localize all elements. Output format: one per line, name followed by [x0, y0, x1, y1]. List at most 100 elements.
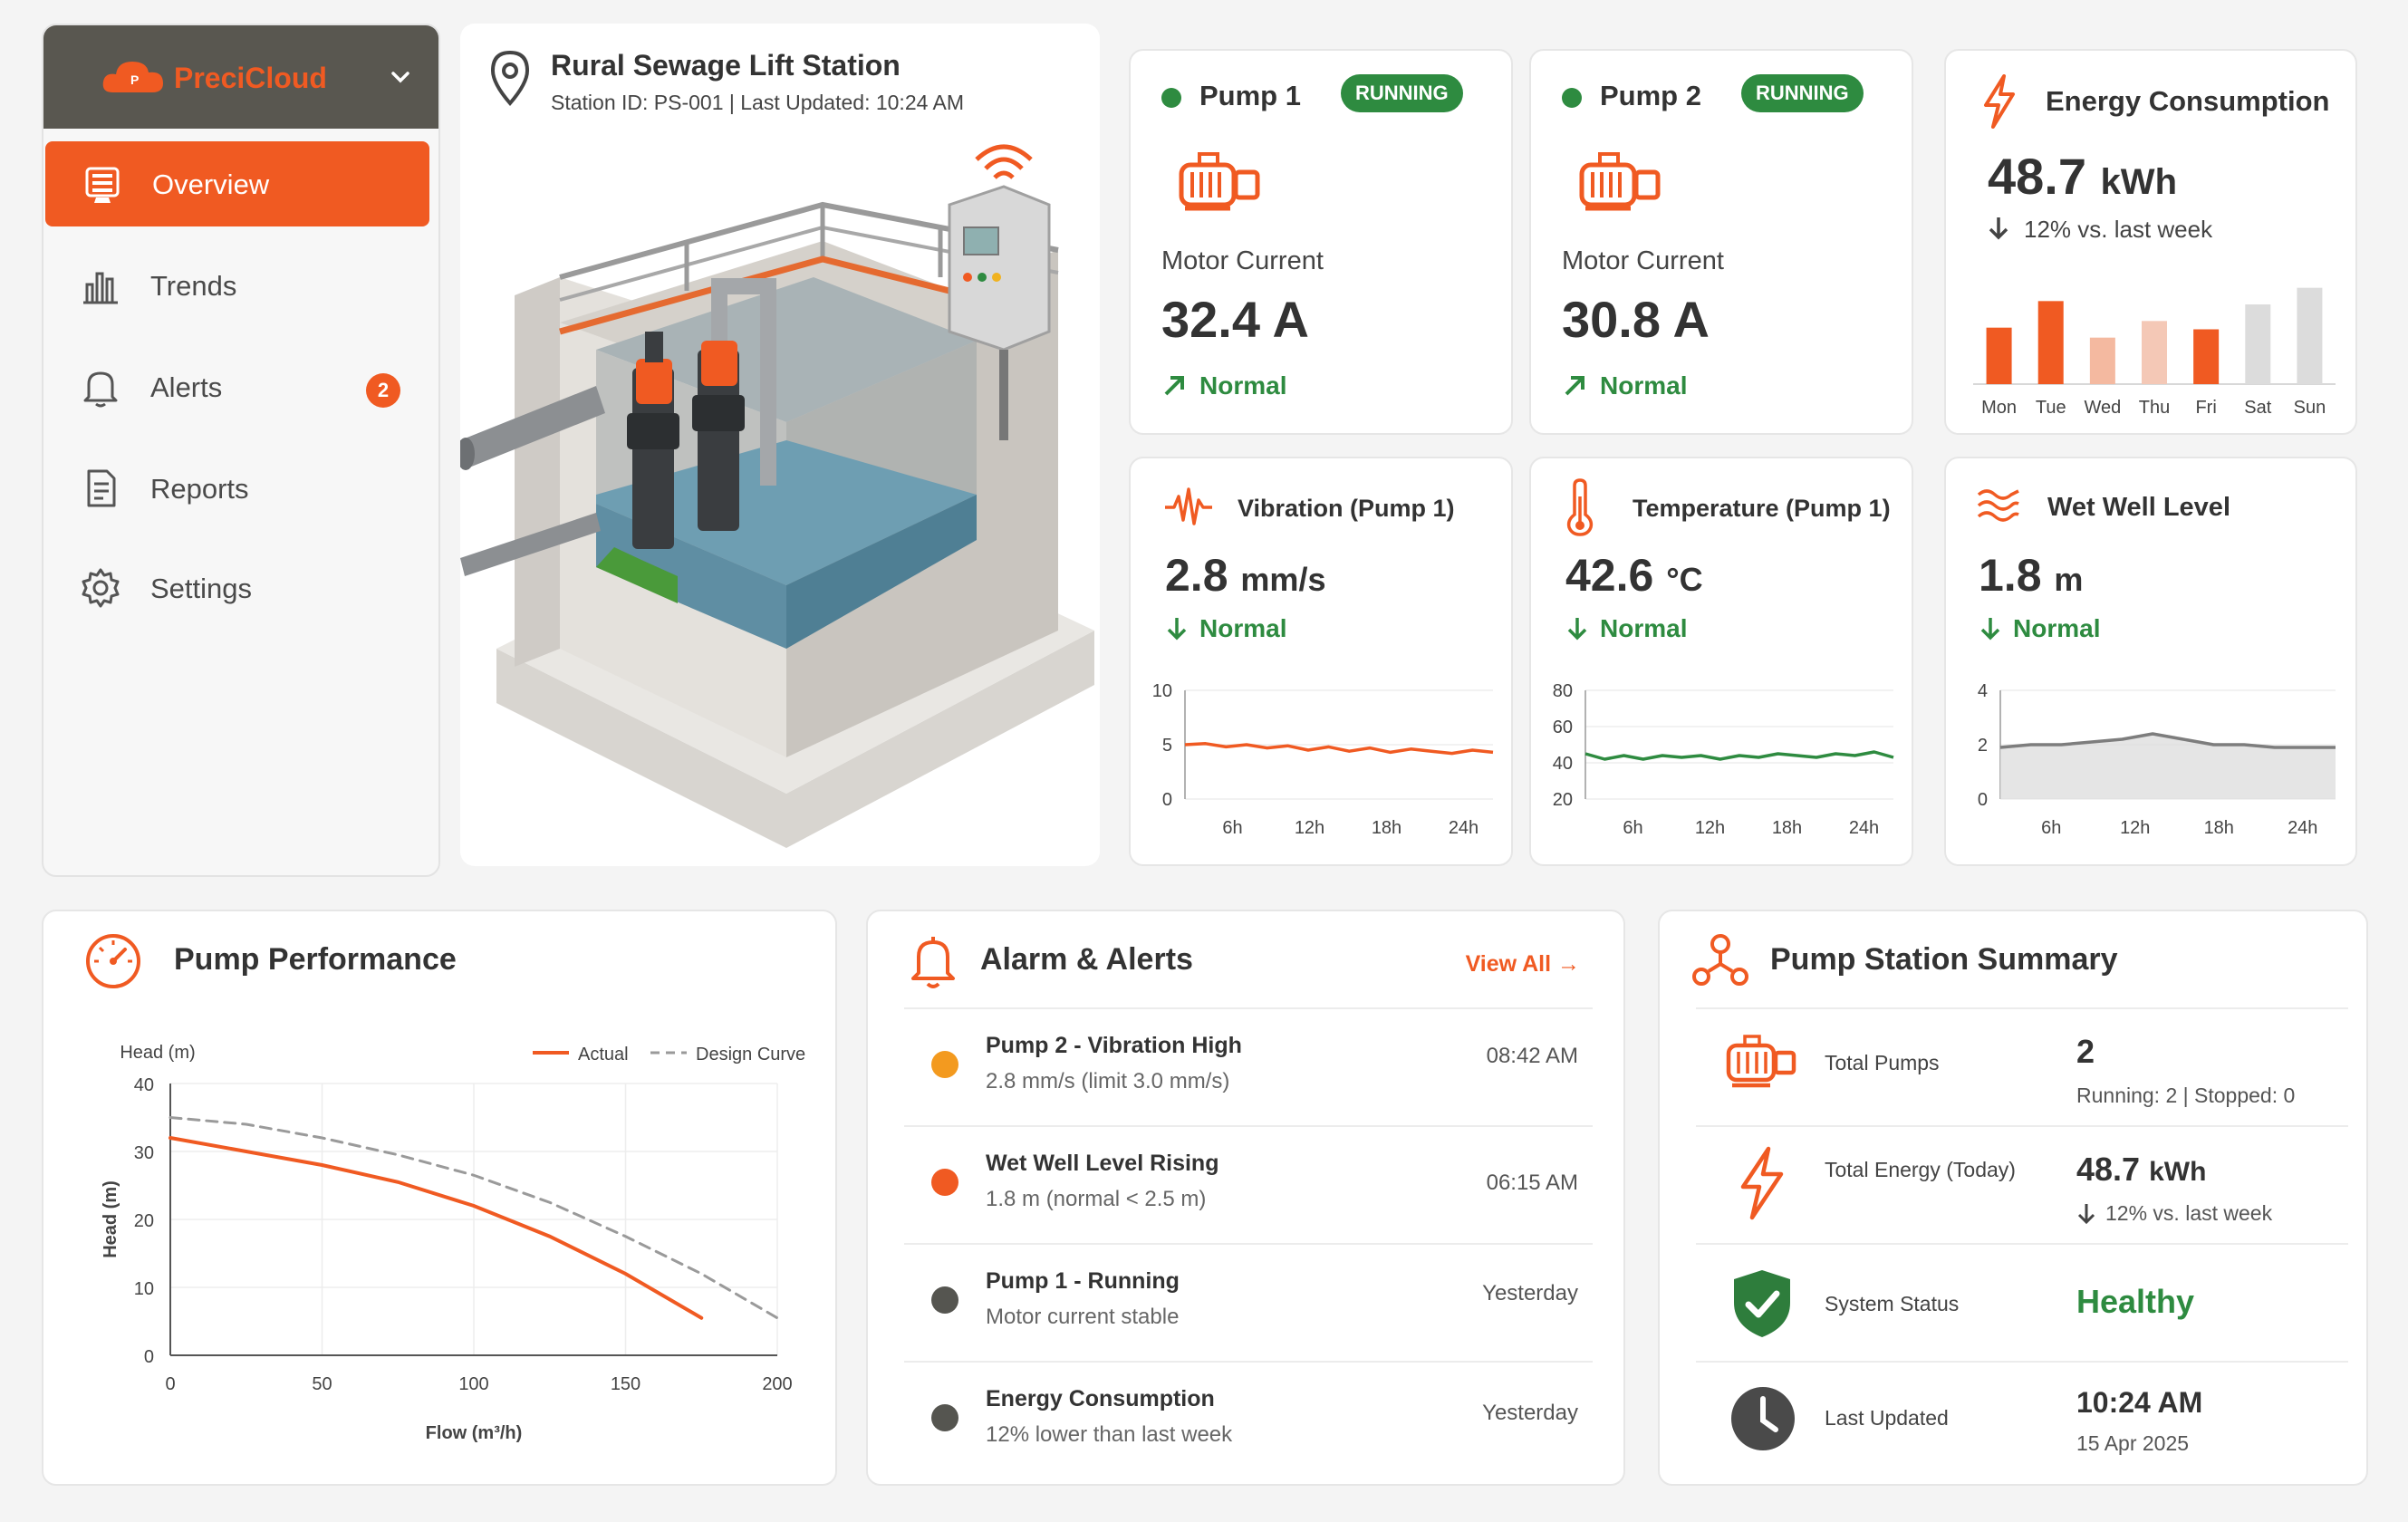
- arrow-down-icon: [2077, 1204, 2095, 1225]
- sidebar-item-label: Alerts: [150, 371, 223, 403]
- temperature-value: 42.6: [1565, 550, 1654, 601]
- trend-up-icon: [1164, 376, 1184, 396]
- day-label: Tue: [2036, 398, 2066, 418]
- bar-chart-icon: [83, 272, 118, 304]
- brand-bar[interactable]: P PreciCloud: [43, 25, 438, 129]
- chevron-down-icon[interactable]: [390, 69, 411, 85]
- clock-icon: [1731, 1387, 1795, 1450]
- y-tick-label: 60: [1553, 718, 1573, 737]
- summary-label: Total Pumps: [1825, 1051, 1940, 1074]
- temperature-title: Temperature (Pump 1): [1633, 495, 1891, 522]
- station-title: Rural Sewage Lift Station: [551, 49, 901, 82]
- alarm-item[interactable]: Energy Consumption 12% lower than last w…: [904, 1361, 1593, 1479]
- y-axis-label: Head (m): [101, 1180, 120, 1258]
- lightning-icon: [1740, 1146, 1784, 1220]
- view-all-link[interactable]: View All →: [1465, 951, 1580, 977]
- alarm-title: Energy Consumption: [986, 1386, 1215, 1411]
- alarm-detail: 1.8 m (normal < 2.5 m): [986, 1187, 1207, 1211]
- water-level-icon: [1977, 489, 2019, 522]
- arrow-down-icon: [1989, 217, 2008, 240]
- sidebar-item-alerts[interactable]: Alerts 2: [43, 344, 438, 429]
- summary-total-pumps: Total Pumps 2 Running: 2 | Stopped: 0: [1696, 1007, 2348, 1125]
- y-tick-label: 40: [134, 1075, 154, 1095]
- y-tick-label: 30: [134, 1143, 154, 1163]
- y-tick-label: 80: [1553, 681, 1573, 701]
- wet-well-card[interactable]: Wet Well Level 1.8 m Normal 4 2 0 6h 12h 18h 2…: [1944, 457, 2357, 866]
- pump2-card[interactable]: Pump 2 RUNNING Motor Current 30.8 A Norm…: [1529, 49, 1913, 435]
- trend-area: [2000, 734, 2336, 799]
- sidebar-item-trends[interactable]: Trends: [43, 243, 438, 328]
- pump1-card[interactable]: Pump 1 RUNNING Motor Current 32.4 A Norm…: [1129, 49, 1513, 435]
- y-tick-label: 0: [1162, 790, 1172, 810]
- alarms-card: Alarm & Alerts View All → Pump 2 - Vibra…: [866, 910, 1625, 1486]
- energy-bar-chart: Mon Tue Wed Thu Fri Sat Sun: [1973, 287, 2336, 418]
- status-text: Normal: [1600, 614, 1688, 642]
- x-tick-label: 0: [165, 1374, 175, 1394]
- alarm-severity-dot: [931, 1169, 958, 1196]
- arrow-down-icon: [1980, 618, 2000, 641]
- alarm-item[interactable]: Pump 1 - Running Motor current stable Ye…: [904, 1243, 1593, 1361]
- alarm-title: Pump 1 - Running: [986, 1268, 1180, 1294]
- energy-card[interactable]: Energy Consumption 48.7 kWh 12% vs. last…: [1944, 49, 2357, 435]
- design-curve: [169, 1116, 779, 1320]
- status-badge: RUNNING: [1741, 74, 1864, 112]
- vibration-trend-chart: 10 5 0 6h 12h 18h 24h: [1152, 681, 1494, 838]
- sidebar-item-reports[interactable]: Reports: [43, 446, 438, 531]
- y-tick-label: 4: [1978, 681, 1988, 701]
- alarm-item[interactable]: Pump 2 - Vibration High 2.8 mm/s (limit …: [904, 1007, 1593, 1125]
- y-tick-label: 0: [144, 1347, 154, 1367]
- motor-icon: [1726, 1035, 1796, 1088]
- y-tick-label: 20: [134, 1211, 154, 1231]
- vibration-title: Vibration (Pump 1): [1238, 495, 1455, 522]
- x-tick-label: 24h: [1849, 818, 1879, 838]
- arrow-down-icon: [1167, 618, 1187, 641]
- vibration-card[interactable]: Vibration (Pump 1) 2.8 mm/s Normal 10 5 0 6…: [1129, 457, 1513, 866]
- trend-up-icon: [1565, 376, 1584, 396]
- total-pumps-value: 2: [2076, 1033, 2095, 1070]
- vibration-wave-icon: [1165, 487, 1212, 525]
- sidebar-item-label: Overview: [152, 169, 270, 200]
- trend-line: [1999, 732, 2336, 749]
- pump-performance-card: Pump Performance 0 50 100 150 200 40 30 20 10 0 He…: [42, 910, 837, 1486]
- summary-label: Total Energy (Today): [1825, 1158, 2016, 1181]
- energy-title: Energy Consumption: [2046, 85, 2330, 117]
- station-overview-panel: Rural Sewage Lift Station Station ID: PS…: [460, 24, 1100, 866]
- x-tick-label: 6h: [2041, 818, 2061, 838]
- wet-well-unit: m: [2054, 561, 2084, 598]
- y-tick-label: 10: [134, 1279, 154, 1299]
- y-tick-label: 0: [1978, 790, 1988, 810]
- alarm-item[interactable]: Wet Well Level Rising 1.8 m (normal < 2.…: [904, 1125, 1593, 1243]
- alarm-severity-dot: [931, 1051, 958, 1078]
- summary-total-energy: Total Energy (Today) 48.7 kWh 12% vs. la…: [1696, 1125, 2348, 1243]
- bell-icon: [83, 371, 118, 408]
- x-tick-label: 6h: [1623, 818, 1642, 838]
- day-label: Mon: [1981, 398, 2017, 418]
- alarm-time: Yesterday: [1482, 1281, 1578, 1305]
- day-label: Sat: [2244, 398, 2271, 418]
- lift-station-illustration: [460, 144, 1094, 848]
- wet-well-value: 1.8: [1979, 550, 2042, 601]
- trend-line: [1184, 742, 1494, 756]
- y-tick-label: 2: [1978, 736, 1988, 756]
- gauge-icon: [86, 934, 140, 988]
- station-subtitle: Station ID: PS-001 | Last Updated: 10:24…: [551, 91, 965, 114]
- x-tick-label: 6h: [1222, 818, 1242, 838]
- temperature-card[interactable]: Temperature (Pump 1) 42.6 °C Normal 80 60…: [1529, 457, 1913, 866]
- x-tick-label: 24h: [1449, 818, 1479, 838]
- sidebar-item-settings[interactable]: Settings: [43, 545, 438, 631]
- legend-actual-label: Actual: [578, 1045, 629, 1064]
- energy-unit: kWh: [2149, 1157, 2207, 1187]
- vibration-unit: mm/s: [1240, 561, 1326, 598]
- wet-well-trend-chart: 4 2 0 6h 12h 18h 24h: [1978, 681, 2336, 838]
- energy-bar: [2089, 337, 2115, 384]
- sidebar-item-label: Trends: [150, 270, 237, 302]
- last-updated-date: 15 Apr 2025: [2076, 1431, 2190, 1455]
- day-label: Sun: [2294, 398, 2326, 418]
- alarm-severity-dot: [931, 1286, 958, 1314]
- motor-icon: [1579, 152, 1661, 211]
- x-tick-label: 18h: [2204, 818, 2234, 838]
- network-icon: [1692, 934, 1748, 986]
- alarm-time: 08:42 AM: [1486, 1044, 1578, 1068]
- sidebar-item-overview[interactable]: Overview: [45, 141, 429, 226]
